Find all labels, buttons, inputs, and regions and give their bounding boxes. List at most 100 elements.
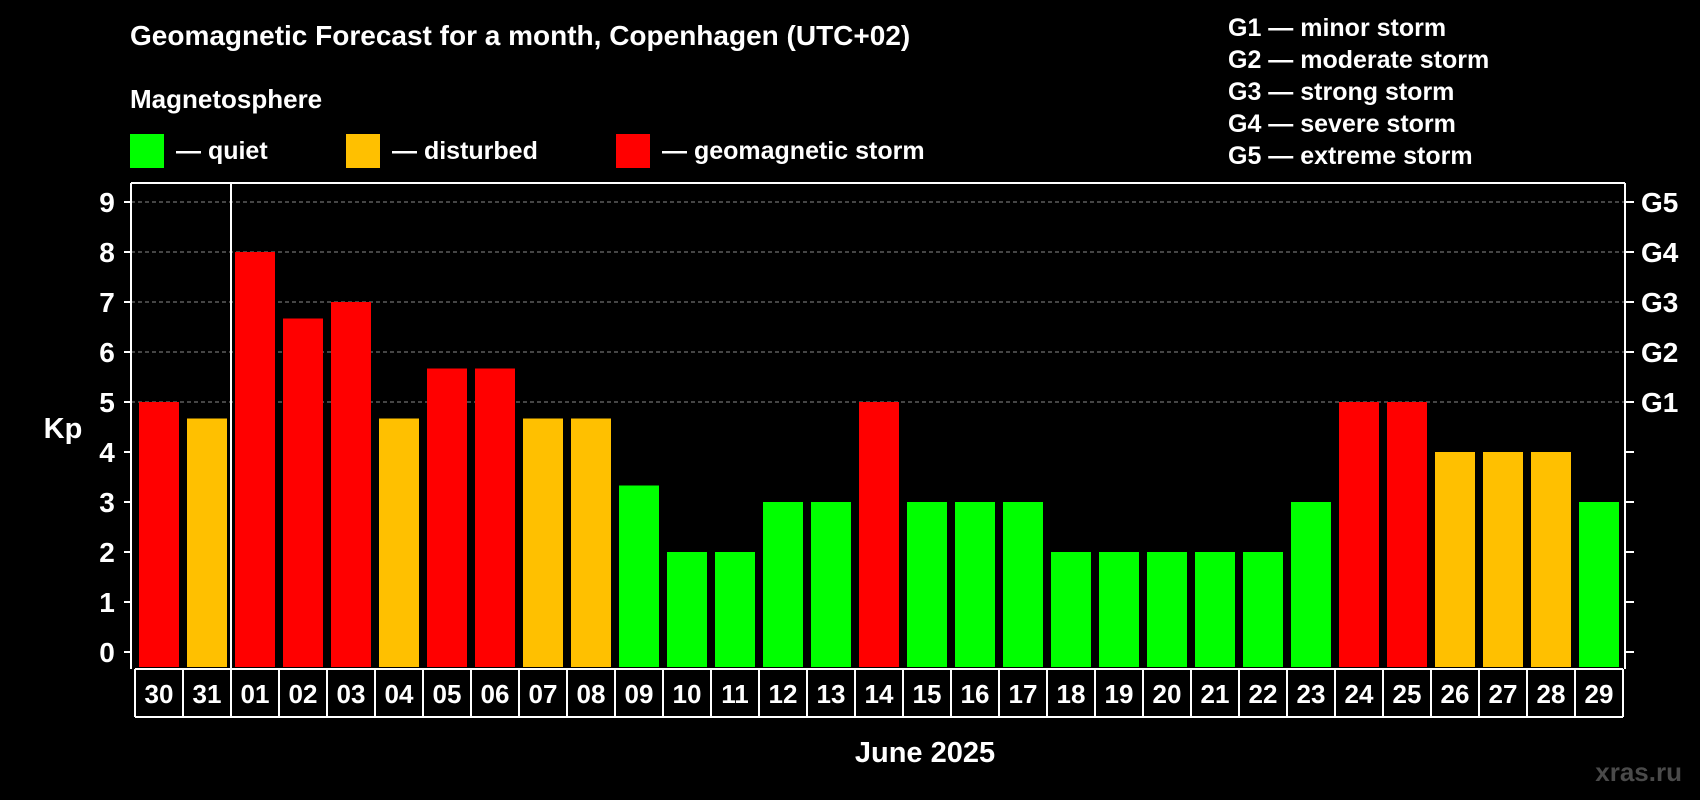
legend-label-disturbed: — disturbed — [392, 136, 538, 165]
x-tick-label-30: 30 — [145, 679, 174, 709]
bar-15 — [907, 502, 947, 667]
legend-swatch-quiet — [130, 134, 164, 168]
x-tick-label-21: 21 — [1201, 679, 1230, 709]
x-tick-label-11: 11 — [721, 679, 749, 709]
x-tick-label-28: 28 — [1537, 679, 1566, 709]
x-tick-label-18: 18 — [1057, 679, 1086, 709]
bar-03 — [331, 302, 371, 667]
legend-swatch-disturbed — [346, 134, 380, 168]
x-tick-label-14: 14 — [865, 679, 894, 709]
legend-swatch-storm — [616, 134, 650, 168]
x-tick-label-08: 08 — [577, 679, 606, 709]
y-tick-label-4: 4 — [99, 437, 115, 468]
bar-19 — [1099, 552, 1139, 667]
right-axis-label-g2: G2 — [1641, 337, 1678, 368]
legend-label-quiet: — quiet — [176, 136, 268, 165]
bar-09 — [619, 485, 659, 667]
g-scale-item-g4: G4 — severe storm — [1228, 110, 1456, 138]
x-tick-label-05: 05 — [433, 679, 462, 709]
y-tick-label-3: 3 — [99, 487, 115, 518]
y-tick-label-2: 2 — [99, 537, 115, 568]
bar-17 — [1003, 502, 1043, 667]
legend-item-storm: — geomagnetic storm — [616, 134, 925, 168]
x-tick-label-02: 02 — [289, 679, 318, 709]
legend-label-storm: — geomagnetic storm — [662, 136, 925, 165]
grid-lines — [131, 201, 1625, 403]
bar-30 — [139, 402, 179, 667]
y-tick-label-9: 9 — [99, 187, 115, 218]
bar-29 — [1579, 502, 1619, 667]
bar-12 — [763, 502, 803, 667]
bar-25 — [1387, 402, 1427, 667]
legend-item-disturbed: — disturbed — [346, 134, 538, 168]
x-tick-label-06: 06 — [481, 679, 510, 709]
g-scale-item-g2: G2 — moderate storm — [1228, 46, 1490, 74]
x-tick-label-10: 10 — [673, 679, 702, 709]
magnetosphere-title: Magnetosphere — [130, 84, 323, 114]
right-axis-label-g1: G1 — [1641, 387, 1678, 418]
x-tick-label-09: 09 — [625, 679, 654, 709]
x-tick-label-16: 16 — [961, 679, 990, 709]
watermark: xras.ru — [1595, 757, 1682, 787]
bar-06 — [475, 368, 515, 667]
bar-23 — [1291, 502, 1331, 667]
bar-04 — [379, 418, 419, 667]
bar-20 — [1147, 552, 1187, 667]
x-tick-label-25: 25 — [1393, 679, 1422, 709]
x-tick-label-27: 27 — [1489, 679, 1518, 709]
bar-16 — [955, 502, 995, 667]
bar-31 — [187, 418, 227, 667]
bar-21 — [1195, 552, 1235, 667]
legend-item-quiet: — quiet — [130, 134, 268, 168]
x-tick-label-12: 12 — [769, 679, 798, 709]
x-tick-label-22: 22 — [1249, 679, 1278, 709]
x-tick-label-03: 03 — [337, 679, 366, 709]
bar-05 — [427, 368, 467, 667]
x-tick-label-19: 19 — [1105, 679, 1134, 709]
x-tick-label-31: 31 — [193, 679, 222, 709]
right-axis-label-g4: G4 — [1641, 237, 1679, 268]
bar-02 — [283, 318, 323, 667]
y-tick-label-6: 6 — [99, 337, 115, 368]
bar-10 — [667, 552, 707, 667]
g-scale-item-g3: G3 — strong storm — [1228, 78, 1455, 106]
right-axis-label-g3: G3 — [1641, 287, 1678, 318]
y-axis-label: Kp — [44, 413, 83, 445]
g-scale-item-g1: G1 — minor storm — [1228, 14, 1447, 42]
x-axis-label: June 2025 — [854, 737, 996, 769]
x-tick-label-20: 20 — [1153, 679, 1182, 709]
g-scale-item-g5: G5 — extreme storm — [1228, 142, 1473, 170]
bar-28 — [1531, 452, 1571, 667]
y-tick-label-8: 8 — [99, 237, 115, 268]
x-tick-label-24: 24 — [1345, 679, 1374, 709]
bar-27 — [1483, 452, 1523, 667]
bars — [139, 252, 1619, 667]
x-tick-label-15: 15 — [913, 679, 942, 709]
bar-08 — [571, 418, 611, 667]
bar-11 — [715, 552, 755, 667]
chart-title: Geomagnetic Forecast for a month, Copenh… — [130, 20, 911, 51]
x-tick-label-04: 04 — [385, 679, 414, 709]
bar-18 — [1051, 552, 1091, 667]
right-axis-label-g5: G5 — [1641, 187, 1678, 218]
bar-01 — [235, 252, 275, 667]
bar-14 — [859, 402, 899, 667]
x-tick-label-13: 13 — [817, 679, 846, 709]
y-tick-label-7: 7 — [99, 287, 115, 318]
bar-07 — [523, 418, 563, 667]
y-tick-label-1: 1 — [99, 587, 115, 618]
bar-24 — [1339, 402, 1379, 667]
x-tick-label-01: 01 — [241, 679, 270, 709]
y-tick-label-0: 0 — [99, 637, 115, 668]
g-scale-legend: G1 — minor storm G2 — moderate storm G3 … — [1228, 12, 1489, 172]
bar-26 — [1435, 452, 1475, 667]
x-tick-label-23: 23 — [1297, 679, 1326, 709]
x-tick-label-17: 17 — [1009, 679, 1038, 709]
x-tick-label-29: 29 — [1585, 679, 1614, 709]
bar-13 — [811, 502, 851, 667]
bar-22 — [1243, 552, 1283, 667]
x-tick-label-26: 26 — [1441, 679, 1470, 709]
x-tick-label-07: 07 — [529, 679, 558, 709]
